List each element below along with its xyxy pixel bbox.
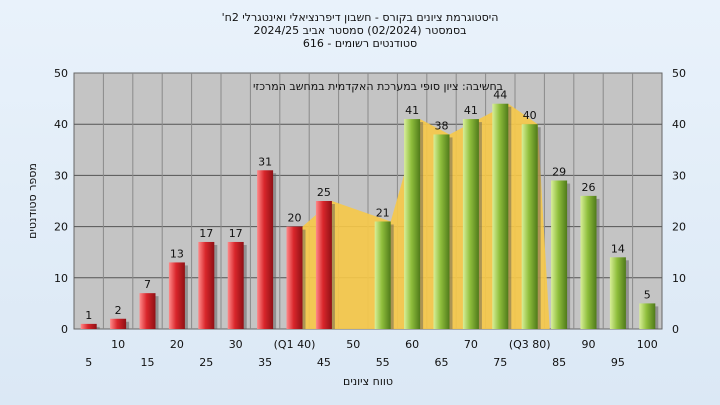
bar [139,293,156,329]
x-tick-label: 85 [552,356,566,369]
x-tick-label: 15 [141,356,155,369]
data-label: 17 [229,227,243,240]
y-tick-label-left: 0 [61,323,68,336]
data-label: 5 [644,288,651,301]
bar [315,201,332,329]
y-tick-label-left: 30 [54,169,68,182]
quartile-band [302,103,550,329]
chart-subtitle: בסמסטר (02/2024) סמסטר אביב 2024/25 [253,24,467,37]
x-tick-label: 60 [405,338,419,351]
bar [227,241,244,329]
bar [257,170,274,329]
y-tick-label-right: 40 [672,118,686,131]
y-tick-label-right: 10 [672,272,686,285]
x-tick-label: 75 [493,356,507,369]
bar [609,257,626,329]
y-tick-label-left: 40 [54,118,68,131]
y-axis-title: מספר סטודנטים [26,163,39,239]
y-tick-label-right: 50 [672,67,686,80]
bar [462,119,479,329]
x-tick-label: 10 [111,338,125,351]
x-tick-label: 55 [376,356,390,369]
bar [110,318,127,329]
y-tick-label-left: 10 [54,272,68,285]
bar [580,195,597,329]
data-label: 44 [493,89,507,102]
bar [433,134,450,329]
x-axis-title: טווח ציונים [343,375,393,388]
bar [551,180,568,329]
data-label: 25 [317,186,331,199]
data-label: 29 [552,166,566,179]
y-tick-label-left: 20 [54,221,68,234]
x-tick-label: 35 [258,356,272,369]
bar [639,303,656,329]
y-tick-label-left: 50 [54,67,68,80]
bar [168,262,185,329]
x-tick-label: 20 [170,338,184,351]
bar [198,241,215,329]
data-label: 31 [258,155,272,168]
data-label: 14 [611,242,625,255]
chart-title: 'היסטוגרמת ציונים בקורס - חשבון דיפרנציא… [221,11,499,24]
x-tick-label: 45 [317,356,331,369]
data-label: 13 [170,247,184,260]
bar [286,226,303,329]
x-tick-label: 50 [346,338,360,351]
x-tick-label: (Q1 40) [274,338,316,351]
data-label: 38 [435,119,449,132]
chart-student-count: סטודנטים רשומים - 616 [302,37,418,50]
x-tick-label: 25 [199,356,213,369]
x-tick-label: 95 [611,356,625,369]
data-label: 41 [405,104,419,117]
x-tick-label: 30 [229,338,243,351]
y-tick-label-right: 20 [672,221,686,234]
data-label: 20 [288,212,302,225]
data-label: 41 [464,104,478,117]
data-label: 21 [376,206,390,219]
bar [404,119,421,329]
bar [492,103,509,329]
x-tick-label: 5 [85,356,92,369]
y-tick-label-right: 30 [672,169,686,182]
data-label: 1 [85,309,92,322]
x-tick-label: (Q3 80) [509,338,551,351]
bar [374,221,391,329]
x-tick-label: 65 [435,356,449,369]
chart-annotation: בחשיבה: ציון סופי במערכת האקדמית במחשב ה… [253,80,503,93]
bar [80,323,97,329]
data-label: 2 [115,304,122,317]
y-tick-label-right: 0 [672,323,679,336]
x-tick-label: 100 [637,338,658,351]
data-label: 17 [199,227,213,240]
data-label: 40 [523,109,537,122]
x-tick-label: 90 [582,338,596,351]
bar [521,124,538,329]
data-label: 26 [582,181,596,194]
data-label: 7 [144,278,151,291]
x-tick-label: 70 [464,338,478,351]
